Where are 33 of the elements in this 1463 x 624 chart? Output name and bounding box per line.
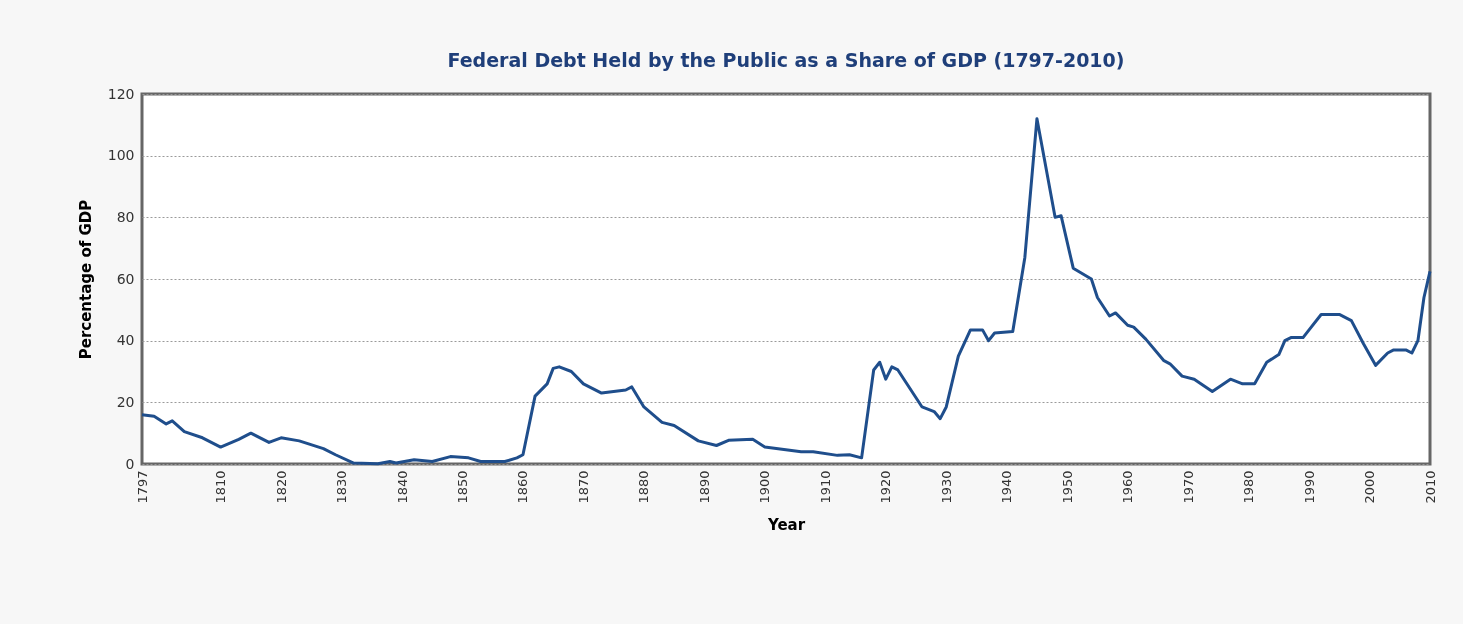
x-tick-label: 1980 [1241, 470, 1257, 504]
x-tick-label: 1920 [878, 470, 894, 504]
x-tick-label: 2000 [1362, 470, 1378, 504]
line-series [140, 117, 1432, 466]
x-tick-label: 1970 [1180, 470, 1196, 504]
y-tick-label: 20 [116, 393, 135, 410]
x-tick-label: 1870 [575, 470, 591, 504]
x-tick-label: 1820 [273, 470, 289, 504]
x-tick-label: 1850 [454, 470, 470, 504]
y-tick-label: 40 [116, 332, 135, 349]
y-tick-label: 0 [125, 455, 135, 472]
x-tick-label: 1890 [696, 470, 712, 504]
x-tick-label: 1930 [938, 470, 954, 504]
chart-title: Federal Debt Held by the Public as a Share of GDP (1797-2010) [447, 49, 1125, 71]
x-tick-label: 1860 [515, 470, 531, 504]
x-axis-title: Year [766, 515, 806, 534]
y-axis-title: Percentage of GDP [76, 199, 95, 360]
x-tick-label: 1797 [134, 470, 150, 504]
y-tick-label: 80 [116, 208, 135, 225]
x-tick-label: 1810 [213, 470, 229, 504]
x-tick-label: 1830 [334, 470, 350, 504]
x-tick-label: 1900 [757, 470, 773, 504]
y-tick-label: 60 [116, 270, 135, 287]
x-tick-label: 1880 [636, 470, 652, 504]
x-tick-label: 1990 [1301, 470, 1317, 504]
y-tick-label: 120 [107, 85, 135, 102]
x-tick-label: 1840 [394, 470, 410, 504]
x-tick-label: 2010 [1422, 470, 1438, 504]
x-tick-label: 1960 [1120, 470, 1136, 504]
x-tick-label: 1950 [1059, 470, 1075, 504]
y-tick-label: 100 [107, 147, 135, 164]
x-tick-label: 1940 [999, 470, 1015, 504]
x-tick-label: 1910 [817, 470, 833, 504]
